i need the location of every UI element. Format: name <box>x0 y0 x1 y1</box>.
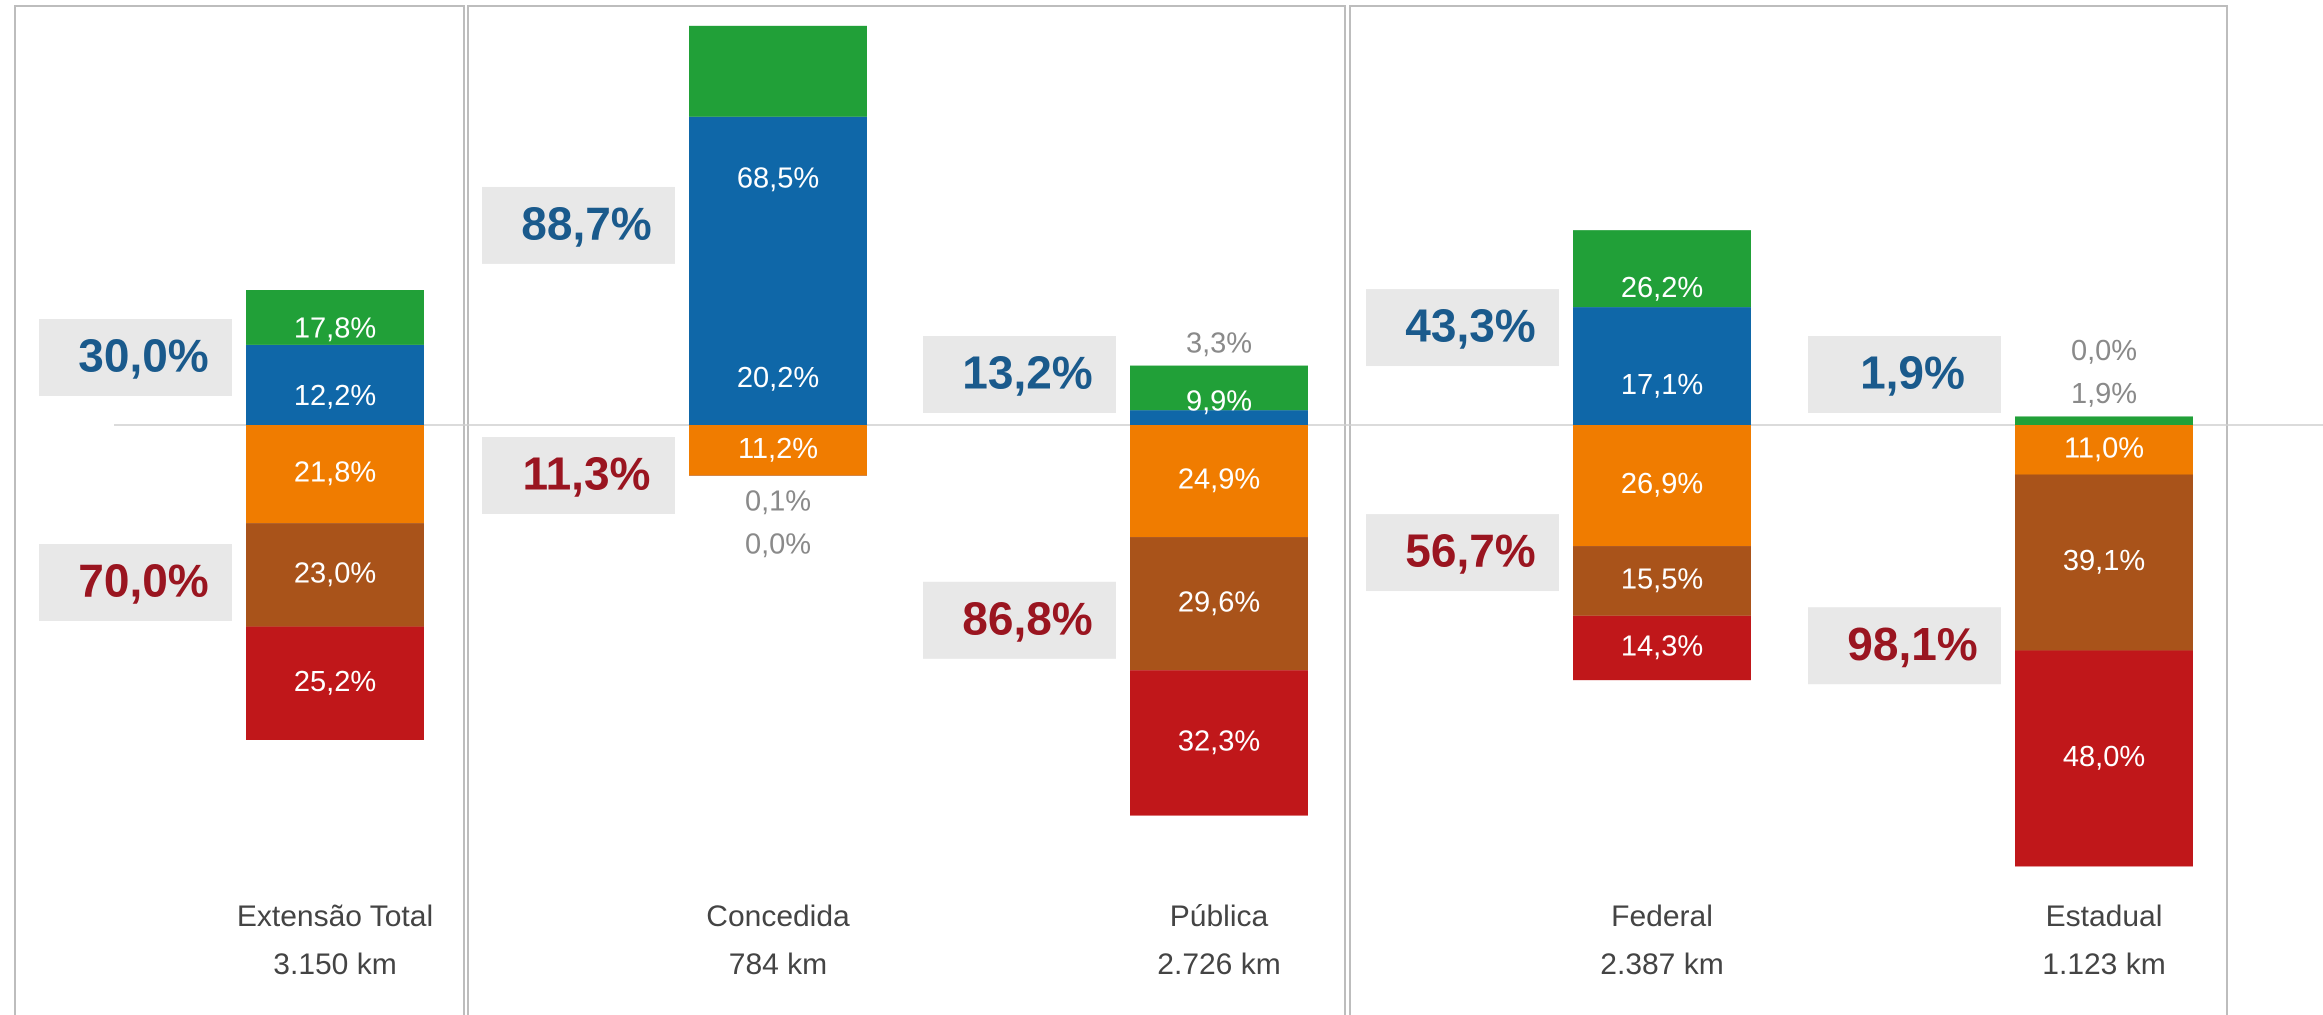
bar-segment <box>246 290 424 345</box>
bar-segment <box>1573 425 1751 547</box>
category-label: Estadual <box>2046 900 2163 933</box>
total-box <box>923 336 1116 413</box>
segment-label: 39,1% <box>2063 545 2145 577</box>
panel <box>14 5 465 1015</box>
category-sublabel: 2.387 km <box>1600 948 1723 981</box>
bar-segment <box>2015 650 2193 867</box>
bar-segment <box>1130 425 1308 538</box>
segment-label: 11,0% <box>2064 432 2144 464</box>
total-box <box>39 544 232 621</box>
bar-segment <box>1573 546 1751 616</box>
segment-label: 1,9% <box>2071 378 2137 410</box>
category-sublabel: 784 km <box>729 948 827 981</box>
segment-label: 26,2% <box>1621 272 1703 304</box>
segment-label: 15,5% <box>1621 564 1703 596</box>
segment-label: 17,8% <box>294 313 376 345</box>
total-box <box>1366 289 1559 367</box>
total-box <box>1366 514 1559 592</box>
bar-segment <box>246 523 424 627</box>
total-label: 56,7% <box>1405 525 1535 577</box>
panels <box>14 5 2228 1015</box>
bar-segment <box>689 25 867 117</box>
total-box <box>39 319 232 396</box>
total-label: 13,2% <box>962 347 1092 399</box>
segment-label: 29,6% <box>1178 586 1260 618</box>
bar-segment <box>1573 307 1751 425</box>
bar-segment <box>1573 230 1751 308</box>
category-sublabel: 1.123 km <box>2042 948 2165 981</box>
segment-label: 32,3% <box>1178 726 1260 758</box>
segment-label: 21,8% <box>294 457 376 489</box>
category-label: Extensão Total <box>237 900 433 933</box>
segment-label: 3,3% <box>1186 327 1252 359</box>
segment-label: 11,2% <box>738 433 818 465</box>
bar-segment <box>246 344 424 425</box>
segment-label: 68,5% <box>737 163 819 195</box>
bar-segment <box>1130 410 1308 425</box>
segment-label: 26,9% <box>1621 468 1703 500</box>
segment-label: 0,0% <box>745 529 811 561</box>
total-label: 88,7% <box>521 198 651 250</box>
segment-label: 23,0% <box>294 558 376 590</box>
segment-label: 48,0% <box>2063 741 2145 773</box>
bar-segment <box>689 425 867 476</box>
total-box <box>1808 336 2001 413</box>
category-label: Pública <box>1170 900 1269 933</box>
total-box <box>1808 607 2001 685</box>
bar-segment <box>1573 615 1751 681</box>
total-label: 98,1% <box>1847 618 1977 670</box>
bar-segment <box>1130 365 1308 411</box>
bar-segment <box>1130 670 1308 816</box>
total-label: 43,3% <box>1405 300 1535 352</box>
segment-label: 0,1% <box>745 486 811 518</box>
bar-segment <box>246 626 424 740</box>
bar-segment <box>246 425 424 524</box>
total-box <box>482 186 675 264</box>
segment-label: 14,3% <box>1621 631 1703 663</box>
bar-segment <box>2015 416 2193 425</box>
category-sublabel: 2.726 km <box>1157 948 1280 981</box>
total-label: 1,9% <box>1860 347 1965 399</box>
bar-segment <box>2015 474 2193 651</box>
total-box <box>923 581 1116 659</box>
bar-segment <box>689 116 867 425</box>
segment-label: 9,9% <box>1186 385 1252 417</box>
segment-label: 17,1% <box>1621 369 1703 401</box>
segment-label: 12,2% <box>294 380 376 412</box>
category-label: Concedida <box>706 900 850 933</box>
panel <box>467 5 1346 1015</box>
segment-label: 0,0% <box>2071 335 2137 367</box>
bar-segment <box>1130 537 1308 671</box>
total-label: 70,0% <box>78 555 208 607</box>
segment-label: 20,2% <box>737 362 819 394</box>
panel <box>1349 5 2228 1015</box>
total-box <box>482 437 675 514</box>
segment-label: 25,2% <box>294 666 376 698</box>
total-label: 86,8% <box>962 592 1092 644</box>
category-sublabel: 3.150 km <box>273 948 396 981</box>
segment-label: 24,9% <box>1178 464 1260 496</box>
category-label: Federal <box>1611 900 1713 933</box>
total-label: 30,0% <box>78 330 208 382</box>
total-label: 11,3% <box>523 448 651 500</box>
bar-segment <box>2015 425 2193 475</box>
